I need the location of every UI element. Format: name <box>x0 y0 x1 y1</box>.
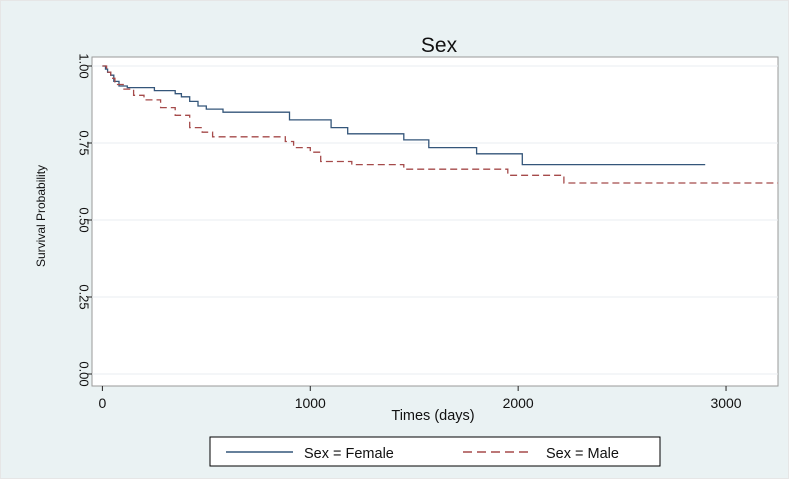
x-tick-label: 1000 <box>295 395 326 411</box>
x-tick-label: 0 <box>98 395 106 411</box>
legend-label-male: Sex = Male <box>546 446 619 462</box>
x-tick-label: 2000 <box>503 395 534 411</box>
y-tick-label: 1.00 <box>77 53 92 78</box>
plot-area <box>91 56 779 387</box>
y-tick-label: 0.75 <box>77 130 92 155</box>
legend: Sex = Female Sex = Male <box>209 436 661 467</box>
legend-label-female: Sex = Female <box>304 446 394 462</box>
y-tick-label: 0.00 <box>77 361 92 386</box>
chart-title: Sex <box>421 34 458 57</box>
series-line-female <box>102 65 706 166</box>
y-tick-label: 0.25 <box>77 284 92 309</box>
y-axis-label: Survival Probability <box>34 165 48 267</box>
x-axis-label: Times (days) <box>391 408 474 424</box>
y-tick-label: 0.50 <box>77 207 92 232</box>
series-line-male <box>102 65 778 184</box>
x-tick-label: 3000 <box>710 395 741 411</box>
